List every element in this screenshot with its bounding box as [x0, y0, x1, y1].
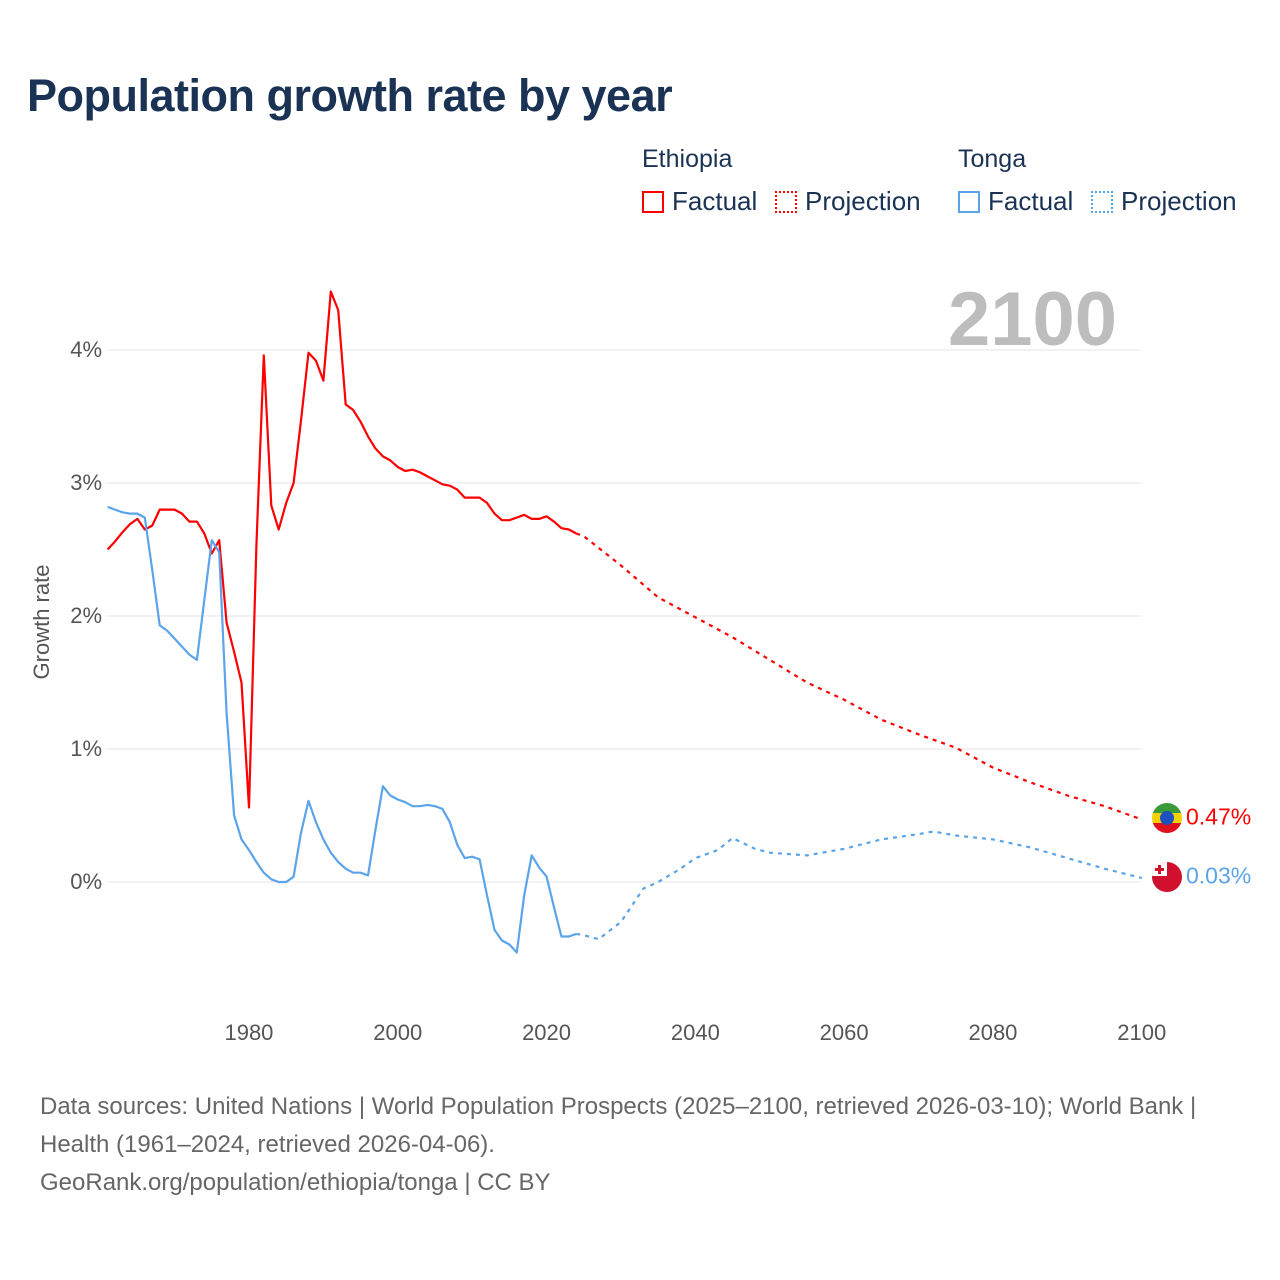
- dotted-swatch-icon: [775, 190, 797, 213]
- x-tick-label: 2000: [373, 1020, 423, 1045]
- tonga-end-value: 0.03%: [1186, 862, 1252, 889]
- y-tick-label: 0%: [70, 869, 102, 894]
- x-tick-label: 2080: [968, 1020, 1018, 1045]
- legend-tonga-projection[interactable]: Projection: [1091, 186, 1237, 217]
- ethiopia-flag-icon: [1152, 803, 1182, 833]
- legend-label: Factual: [988, 186, 1074, 216]
- current-year-label: 2100: [948, 277, 1118, 362]
- legend-group-tonga: Tonga: [958, 145, 1027, 173]
- x-tick-label: 2020: [522, 1020, 572, 1045]
- legend-label: Projection: [805, 186, 921, 216]
- dotted-swatch-icon: [1091, 190, 1113, 213]
- y-tick-label: 2%: [70, 603, 102, 628]
- x-tick-label: 2100: [1117, 1020, 1167, 1045]
- y-tick-label: 3%: [70, 470, 102, 495]
- legend-label: Factual: [672, 186, 758, 216]
- x-tick-label: 2040: [670, 1020, 720, 1045]
- series-line-tonga-factual: [107, 505, 577, 954]
- legend-label: Projection: [1121, 186, 1237, 216]
- solid-swatch-icon: [958, 190, 980, 213]
- legend-ethiopia-projection[interactable]: Projection: [775, 186, 921, 217]
- footer-link[interactable]: GeoRank.org/population/ethiopia/tonga | …: [40, 1169, 551, 1196]
- y-tick-label: 1%: [70, 736, 102, 761]
- tonga-flag-icon: [1152, 862, 1182, 892]
- chart-title: Population growth rate by year: [27, 70, 673, 121]
- legend-tonga-factual[interactable]: Factual: [958, 186, 1073, 217]
- y-tick-label: 4%: [70, 337, 102, 362]
- series-line-tonga-projection: [576, 830, 1143, 941]
- solid-swatch-icon: [642, 190, 664, 213]
- legend-group-ethiopia: Ethiopia: [642, 145, 733, 173]
- ethiopia-end-value: 0.47%: [1186, 803, 1252, 830]
- series-line-ethiopia-projection: [575, 532, 1143, 821]
- x-tick-label: 2060: [819, 1020, 869, 1045]
- footer: Data sources: United Nations | World Pop…: [40, 1088, 1240, 1202]
- series-line-ethiopia-factual: [106, 290, 577, 809]
- legend-ethiopia-factual[interactable]: Factual: [642, 186, 757, 217]
- x-tick-label: 1980: [224, 1020, 274, 1045]
- data-sources: Data sources: United Nations | World Pop…: [40, 1093, 1197, 1158]
